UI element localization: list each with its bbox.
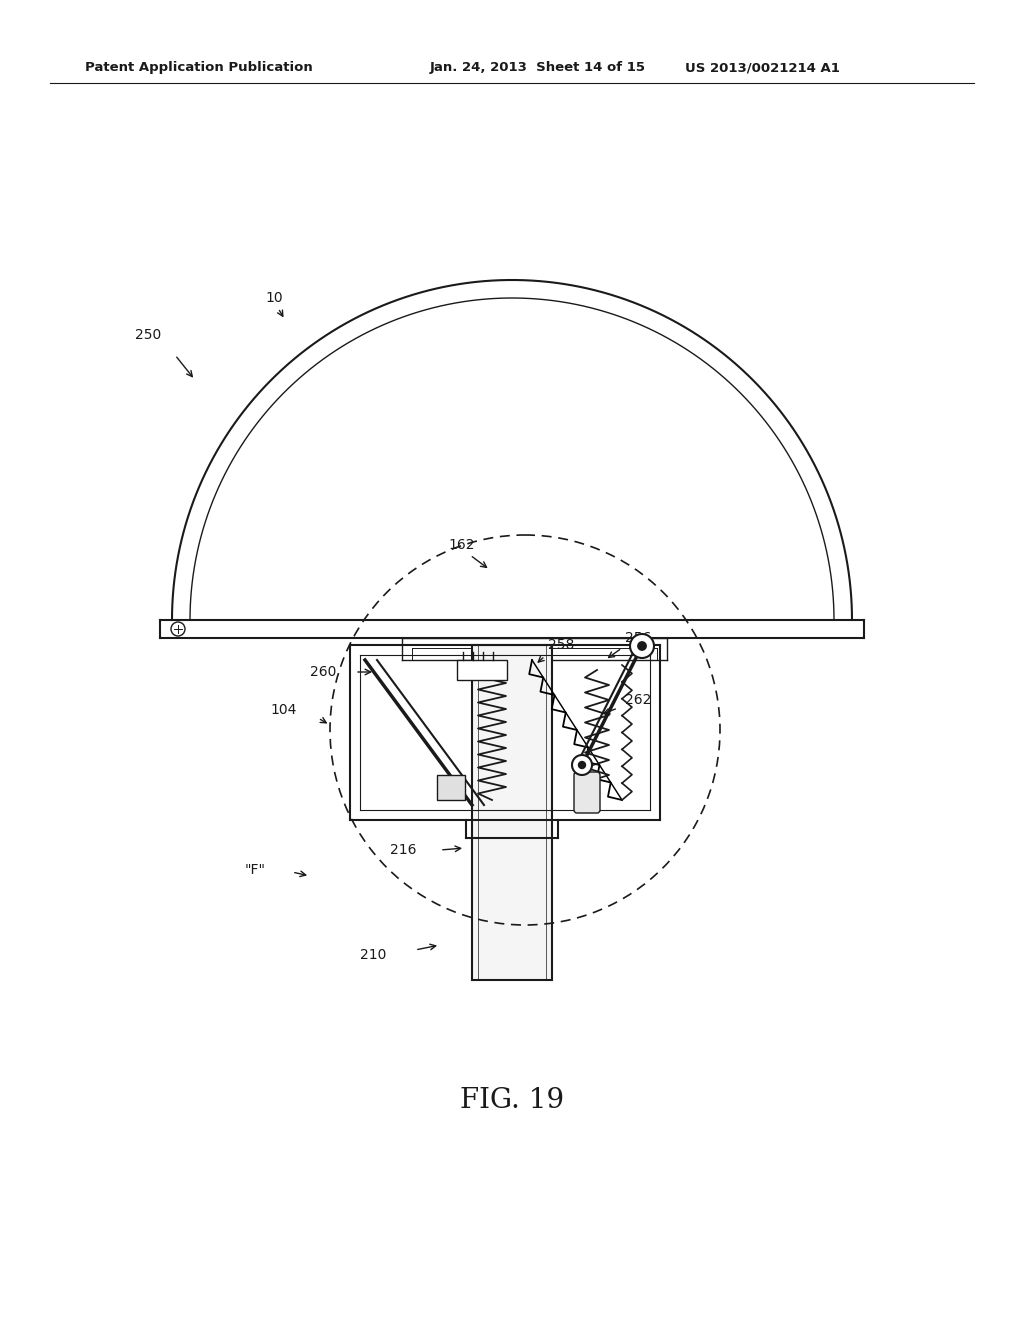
Text: 258: 258 xyxy=(548,638,574,652)
Text: 210: 210 xyxy=(360,948,386,962)
Text: Patent Application Publication: Patent Application Publication xyxy=(85,62,312,74)
Text: 162: 162 xyxy=(449,539,474,552)
Text: 216: 216 xyxy=(390,843,417,857)
Text: 104: 104 xyxy=(270,704,296,717)
Text: 10: 10 xyxy=(265,290,283,305)
FancyBboxPatch shape xyxy=(574,772,600,813)
Bar xyxy=(472,645,552,979)
Circle shape xyxy=(171,622,185,636)
Circle shape xyxy=(579,762,586,768)
Text: Jan. 24, 2013  Sheet 14 of 15: Jan. 24, 2013 Sheet 14 of 15 xyxy=(430,62,646,74)
Text: 262: 262 xyxy=(625,693,651,708)
Bar xyxy=(437,775,465,800)
Circle shape xyxy=(630,634,654,657)
Text: FIG. 19: FIG. 19 xyxy=(460,1086,564,1114)
Text: 260: 260 xyxy=(310,665,336,678)
Circle shape xyxy=(572,755,592,775)
Text: 250: 250 xyxy=(135,327,161,342)
Bar xyxy=(457,660,507,680)
Circle shape xyxy=(638,642,646,651)
Text: 256: 256 xyxy=(625,631,651,645)
Text: US 2013/0021214 A1: US 2013/0021214 A1 xyxy=(685,62,840,74)
Text: "F": "F" xyxy=(245,863,266,876)
